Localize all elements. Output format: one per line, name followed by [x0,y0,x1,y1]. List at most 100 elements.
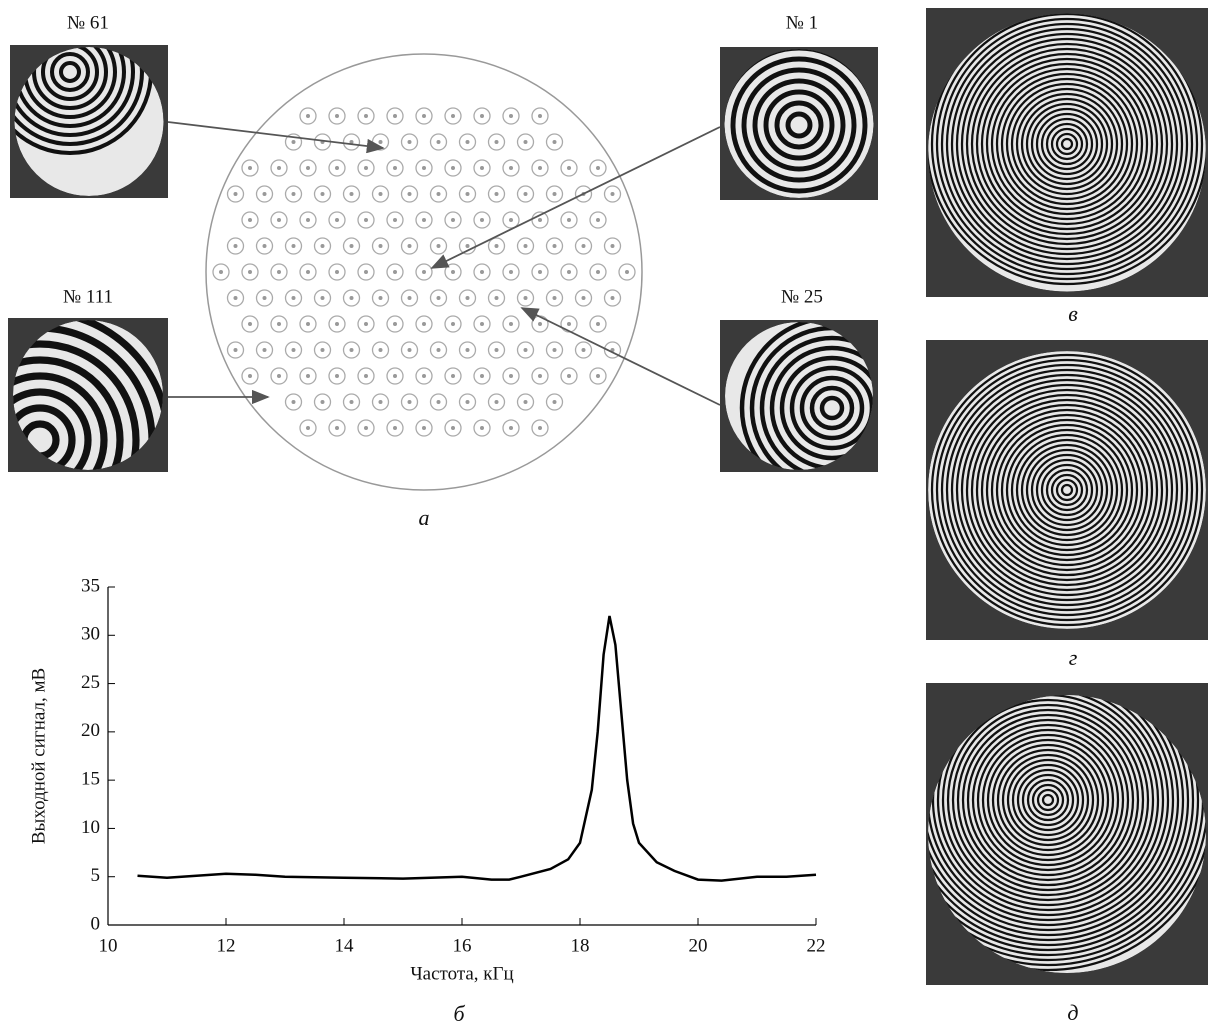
fringe [1036,788,1060,812]
element [560,263,578,281]
element-core [552,244,557,248]
fringe [931,695,1165,917]
fringe [928,695,1200,952]
y-tick-label: 30 [81,624,100,645]
element [371,237,390,255]
element-core [349,244,354,248]
fringe [1031,783,1065,817]
element-core [465,348,470,352]
element [270,263,288,281]
fringe [981,733,1115,867]
element [429,237,448,255]
image-d [928,695,1206,973]
element-core [538,322,542,326]
fringe [763,89,835,161]
fringe [985,62,1149,226]
element-core [436,192,441,196]
x-axis-label: Частота, кГц [410,963,513,984]
element [458,393,477,411]
panel-label: в [1068,301,1078,326]
thumb-label: № 61 [67,12,109,33]
arrow [167,121,385,154]
y-tick-label: 5 [91,865,101,886]
element [531,367,549,385]
element-core [451,218,455,222]
element [371,341,390,359]
element-core [422,426,426,430]
element-core [291,296,296,300]
element [545,185,564,203]
element-core [422,322,426,326]
element-core [349,296,354,300]
fringe [1055,132,1079,156]
element [299,263,317,281]
fringe [13,404,76,470]
element-core [291,192,296,196]
element-core [422,218,426,222]
thumb-25 [725,322,873,470]
element [328,419,346,437]
element [502,263,520,281]
element [299,367,317,385]
fringe [928,695,1206,962]
image-v [928,13,1206,292]
element-core [364,270,368,274]
fringe [789,365,873,451]
element-core [494,192,499,196]
element-core [364,218,368,222]
fringe [1025,448,1109,532]
element [342,289,361,307]
element-core [422,374,426,378]
element-core [335,114,339,118]
element-core [567,218,571,222]
fringe [946,698,1150,902]
fringe [1060,483,1074,497]
element-core [320,296,325,300]
element [502,159,520,177]
element-core [335,218,339,222]
element [328,263,346,281]
fringe [799,375,865,441]
panel-label: г [1069,645,1078,670]
element [342,185,361,203]
element [429,133,448,151]
fringe [1030,453,1104,527]
fringe [975,52,1159,236]
element [226,185,245,203]
x-tick-label: 18 [571,935,590,956]
fringe [1050,473,1084,507]
fringe [945,22,1189,266]
element-core [480,270,484,274]
element [444,419,462,437]
element [270,159,288,177]
panel-label: д [1067,1000,1078,1025]
element-core [494,296,499,300]
element [502,419,520,437]
element-core [320,400,325,404]
y-tick-label: 20 [81,720,100,741]
element [458,341,477,359]
element [415,315,433,333]
fringe [1005,82,1129,206]
fringe [928,695,1206,967]
fringe [928,695,1206,972]
fringe [950,373,1184,607]
element-core [596,218,600,222]
fringe [1016,768,1080,832]
element [299,315,317,333]
element-core [335,322,339,326]
element-core [233,296,238,300]
element-core [451,166,455,170]
element-core [422,270,426,274]
element [545,393,564,411]
fringe [1011,763,1085,837]
element-core [349,348,354,352]
element-core [538,426,542,430]
element [458,133,477,151]
element-core [291,348,296,352]
element-core [509,426,513,430]
fringe [1025,102,1109,186]
element [270,211,288,229]
element-core [262,192,267,196]
element-core [393,374,397,378]
